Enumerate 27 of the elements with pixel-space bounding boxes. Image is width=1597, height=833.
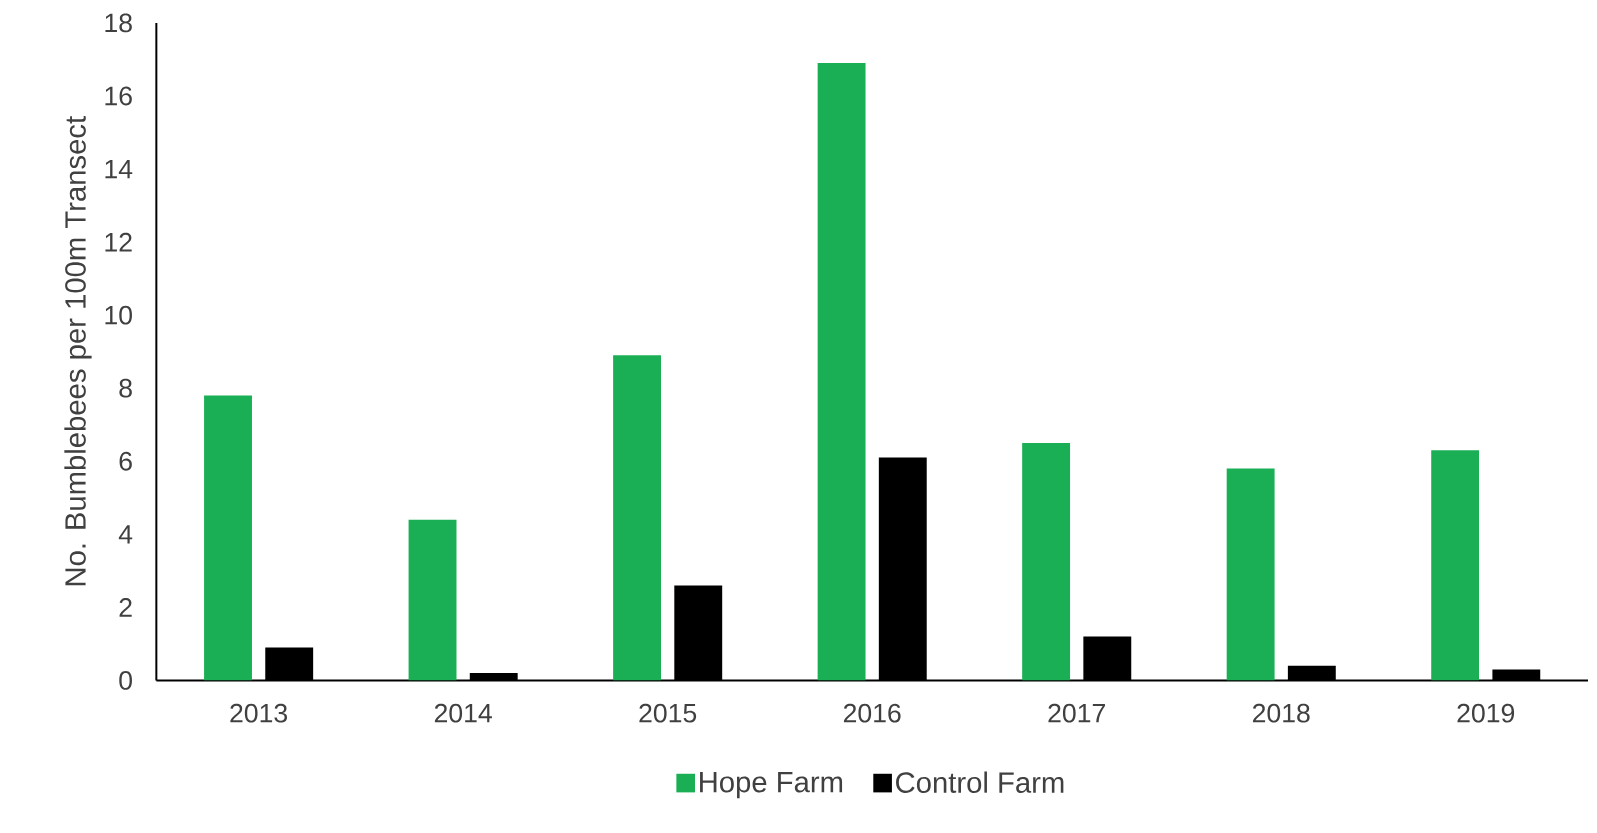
- bar: [204, 395, 252, 681]
- bar: [817, 63, 866, 681]
- bar: [613, 355, 662, 681]
- bar: [1226, 468, 1275, 681]
- legend-label: Control Farm: [896, 771, 1064, 793]
- y-tick-label: 14: [105, 159, 133, 179]
- x-tick-label: 2014: [434, 703, 492, 723]
- y-tick-label: 4: [118, 525, 133, 544]
- x-tick-label: 2015: [639, 703, 697, 723]
- x-tick-label: 2019: [1457, 703, 1515, 723]
- y-axis-title: No. Bumblebees per 100m Transect: [64, 116, 92, 586]
- bar: [1431, 450, 1480, 681]
- bar: [1022, 442, 1071, 681]
- y-tick-label: 6: [119, 451, 132, 471]
- x-tick-label: 2017: [1048, 703, 1105, 723]
- y-tick-label: 10: [105, 305, 132, 325]
- x-tick-label: 2016: [843, 703, 901, 723]
- y-tick-label: 8: [119, 378, 132, 398]
- bar: [408, 519, 457, 681]
- y-tick-label: 0: [119, 670, 132, 690]
- x-tick-label: 2013: [230, 703, 288, 723]
- legend-label: Hope Farm: [700, 771, 843, 799]
- y-tick-label: 18: [105, 13, 132, 33]
- y-tick-label: 12: [105, 232, 132, 252]
- x-tick-label: 2018: [1252, 703, 1310, 723]
- y-tick-label: 16: [105, 86, 132, 106]
- y-tick-label: 2: [119, 598, 132, 617]
